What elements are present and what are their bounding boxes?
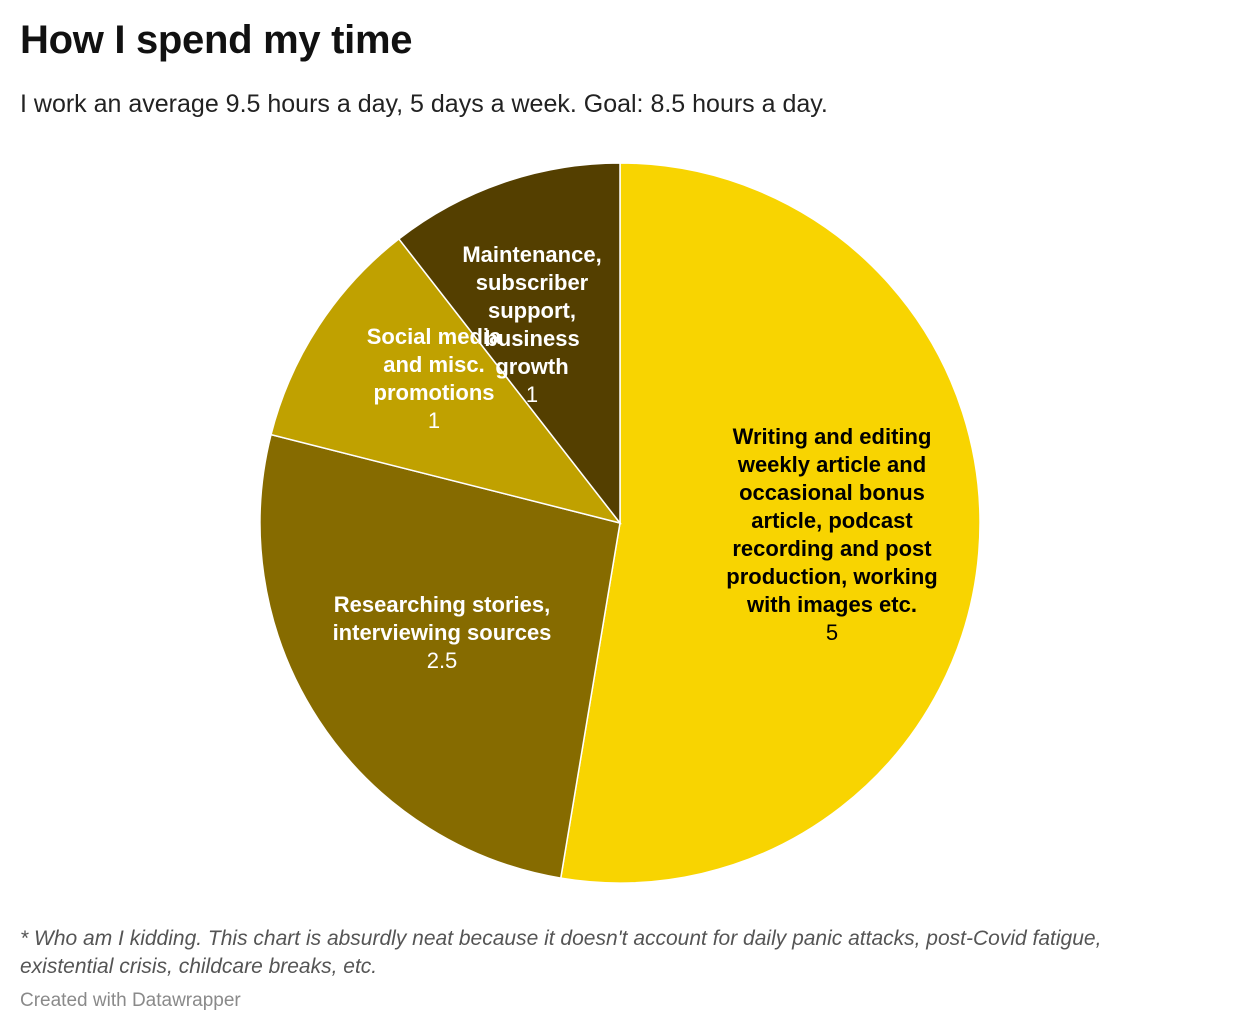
pie-chart: Writing and editing weekly article and occ… [259,162,981,884]
slice-label-1: Writing and editing weekly article and occ… [726,424,937,617]
pie-slice-1[interactable] [559,162,981,884]
pie-slice-2[interactable] [259,433,621,879]
credit-link[interactable]: Created with Datawrapper [20,990,241,1011]
slice-label-2: Researching stories, interviewing sources [333,592,552,645]
slice-value-3: 1 [428,408,440,433]
pie-labels: Writing and editing weekly article and occ… [333,242,938,673]
pie-slices [259,162,981,884]
pie-slice-3[interactable] [270,237,622,525]
chart-title: How I spend my time [20,18,413,62]
pie-slice-4[interactable] [397,162,621,526]
slice-label-4: Maintenance, subscriber support, business gr… [462,242,601,379]
slice-value-1: 5 [826,620,838,645]
chart-subtitle: I work an average 9.5 hours a day, 5 day… [20,90,828,118]
slice-value-4: 1 [526,382,538,407]
chart-notes: * Who am I kidding. This chart is absurd… [20,927,1102,978]
slice-value-2: 2.5 [427,648,458,673]
slice-label-3: Social media and misc. promotions [367,324,502,405]
